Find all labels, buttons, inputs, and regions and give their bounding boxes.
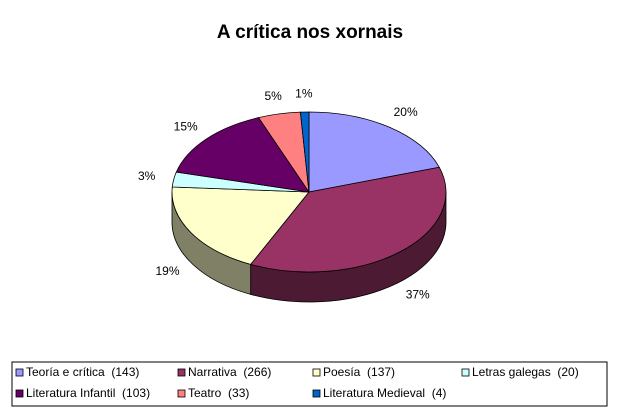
slice: [175, 117, 310, 193]
data-label: 3%: [138, 169, 156, 183]
data-label: 19%: [155, 264, 179, 278]
data-label: 1%: [295, 87, 313, 101]
legend-box: [11, 361, 608, 407]
legend-label: Teoría e crítica (143): [26, 365, 139, 379]
legend-swatch: [15, 368, 24, 377]
legend-label: Narrativa (266): [188, 365, 271, 379]
data-label: 20%: [394, 105, 418, 119]
data-label: 5%: [264, 89, 282, 103]
data-label: 37%: [406, 287, 430, 301]
slice: [308, 111, 440, 193]
legend-swatch: [15, 389, 24, 398]
legend-label: Poesía (137): [323, 365, 395, 379]
slice: [299, 111, 310, 193]
data-label: 15%: [174, 120, 198, 134]
chart-title: A crítica nos xornais: [217, 22, 403, 43]
legend-label: Teatro (33): [188, 386, 249, 400]
legend-swatch: [312, 368, 321, 377]
legend-swatch: [177, 368, 186, 377]
slice: [171, 186, 310, 265]
legend-swatch: [177, 389, 186, 398]
legend-swatch: [461, 368, 470, 377]
legend-swatch: [312, 389, 321, 398]
legend-label: Literatura Infantil (103): [26, 386, 150, 400]
legend-label: Literatura Medieval (4): [323, 386, 446, 400]
legend-label: Letras galegas (20): [472, 365, 579, 379]
slice: [249, 166, 447, 273]
